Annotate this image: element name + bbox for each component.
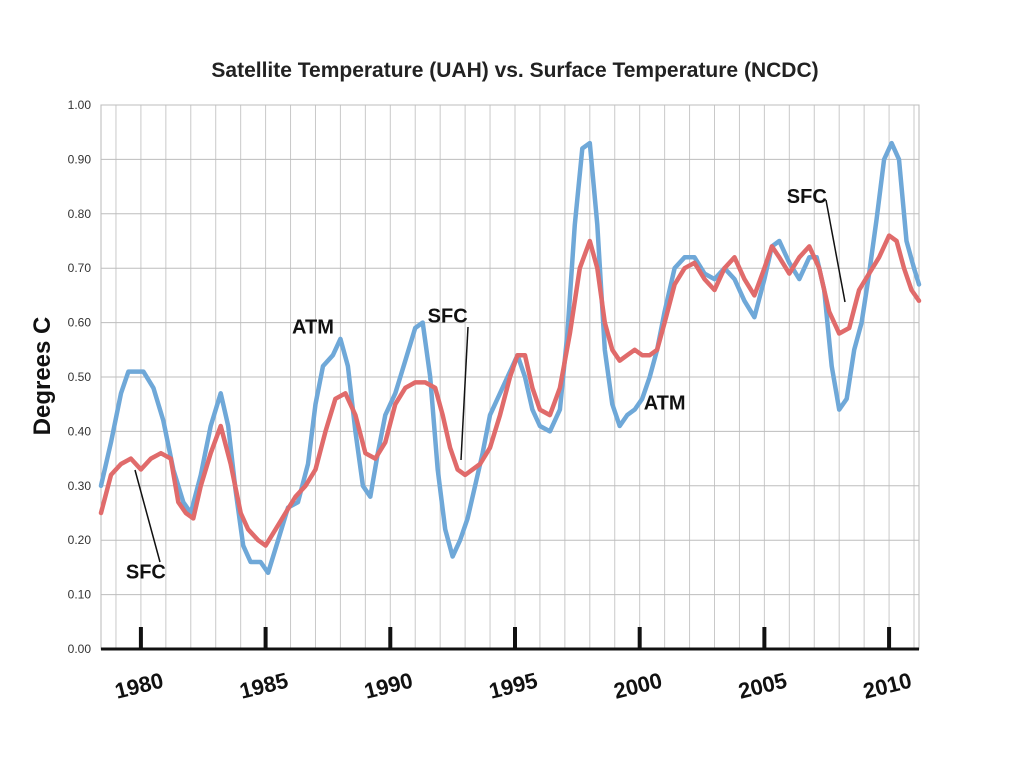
chart-title: Satellite Temperature (UAH) vs. Surface … — [211, 59, 818, 82]
y-tick-label: 0.50 — [68, 370, 92, 384]
y-tick-label: 0.60 — [68, 316, 92, 330]
y-tick-label: 0.00 — [68, 642, 92, 656]
y-tick-label: 1.00 — [68, 98, 92, 112]
annotation-leader-line — [825, 199, 846, 303]
annotation-label: SFC — [126, 561, 166, 583]
x-tick-label: 2000 — [611, 668, 665, 704]
x-tick-label: 2010 — [860, 668, 914, 704]
x-tick-label: 1995 — [486, 668, 540, 704]
annotation-label: SFC — [787, 186, 827, 208]
x-tick-label: 2005 — [736, 668, 790, 704]
annotation-label: ATM — [292, 316, 334, 338]
annotation-leader-line — [134, 469, 161, 563]
x-tick-label: 1985 — [237, 668, 291, 704]
annotations: ATM SFC SFC ATM SFC — [126, 186, 846, 583]
y-tick-label: 0.10 — [68, 588, 92, 602]
series-line-sfc — [98, 233, 922, 548]
y-tick-label: 0.30 — [68, 479, 92, 493]
y-tick-label: 0.70 — [68, 261, 92, 275]
x-tick-label: 1990 — [362, 668, 416, 704]
y-tick-label: 0.40 — [68, 424, 92, 438]
y-tick-label: 0.90 — [68, 152, 92, 166]
x-tick-label: 1980 — [112, 668, 166, 704]
y-axis-label: Degrees C — [29, 317, 56, 436]
annotation-label: ATM — [644, 393, 686, 415]
annotation-label: SFC — [428, 306, 468, 328]
annotation-leader-line — [460, 326, 469, 461]
y-tick-label: 0.80 — [68, 207, 92, 221]
y-tick-label: 0.20 — [68, 533, 92, 547]
series-lines — [98, 140, 922, 576]
